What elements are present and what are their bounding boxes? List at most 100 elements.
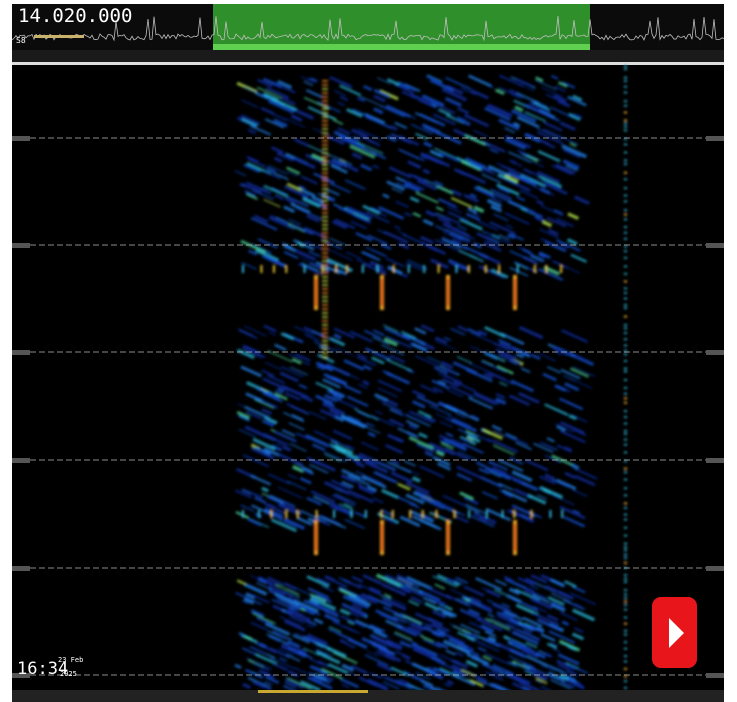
- carrier: [624, 393, 627, 395]
- carrier: [322, 160, 328, 162]
- carrier: [624, 487, 627, 489]
- carrier: [624, 634, 627, 636]
- carrier: [624, 292, 627, 294]
- carrier: [322, 356, 328, 358]
- carrier: [624, 200, 627, 202]
- carrier: [322, 228, 328, 230]
- carrier: [624, 353, 627, 355]
- carrier: [322, 188, 328, 190]
- tick-burst: [333, 510, 335, 518]
- carrier: [624, 209, 627, 211]
- carrier: [624, 562, 627, 564]
- carrier: [624, 80, 627, 82]
- carrier: [624, 623, 627, 625]
- carrier: [322, 168, 328, 170]
- burst-core: [447, 279, 449, 306]
- tick-burst: [560, 265, 562, 273]
- tick-burst: [485, 265, 487, 273]
- carrier: [624, 687, 627, 689]
- carrier: [322, 236, 328, 238]
- time-marker: [706, 458, 724, 463]
- carrier: [322, 328, 328, 330]
- carrier: [322, 284, 328, 286]
- carrier: [624, 574, 627, 576]
- frequency: 14.020.000: [18, 5, 132, 27]
- carrier: [624, 92, 627, 94]
- tick-burst: [502, 510, 504, 518]
- carrier: [322, 200, 328, 202]
- carrier: [322, 112, 328, 114]
- carrier: [322, 344, 328, 346]
- carrier: [322, 212, 328, 214]
- carrier: [624, 680, 627, 682]
- s-meter-bar: [34, 35, 84, 38]
- separator: [12, 62, 724, 65]
- carrier: [624, 119, 627, 121]
- burst-core: [315, 279, 317, 306]
- carrier: [322, 320, 328, 322]
- clock-year: 2025: [60, 670, 77, 678]
- carrier: [624, 281, 627, 283]
- carrier: [322, 184, 328, 186]
- tick-burst: [408, 265, 410, 273]
- carrier: [624, 451, 627, 453]
- carrier: [322, 88, 328, 90]
- carrier: [624, 589, 627, 591]
- carrier: [322, 124, 328, 126]
- carrier: [624, 265, 627, 267]
- carrier: [624, 143, 627, 145]
- carrier: [322, 280, 328, 282]
- carrier: [322, 332, 328, 334]
- carrier: [624, 151, 627, 153]
- carrier: [322, 316, 328, 318]
- tick-burst: [380, 510, 382, 518]
- carrier: [624, 514, 627, 516]
- carrier: [624, 468, 627, 470]
- carrier: [624, 557, 627, 559]
- tick-burst: [531, 510, 533, 518]
- tick-burst: [486, 510, 488, 518]
- tick-burst: [438, 265, 440, 273]
- carrier: [624, 549, 627, 551]
- carrier: [624, 304, 627, 306]
- carrier: [322, 272, 328, 274]
- carrier: [322, 176, 328, 178]
- time-marker: [706, 350, 724, 355]
- carrier: [322, 288, 328, 290]
- carrier: [624, 86, 627, 88]
- carrier: [322, 152, 328, 154]
- carrier: [322, 180, 328, 182]
- carrier: [624, 112, 627, 114]
- carrier: [624, 344, 627, 346]
- carrier: [322, 208, 328, 210]
- tick-burst: [376, 265, 378, 273]
- carrier: [624, 371, 627, 373]
- tick-burst: [260, 265, 262, 273]
- tick-burst: [468, 265, 470, 273]
- carrier: [322, 224, 328, 226]
- carrier: [624, 100, 627, 102]
- carrier: [624, 423, 627, 425]
- carrier: [322, 128, 328, 130]
- carrier: [624, 218, 627, 220]
- carrier: [322, 96, 328, 98]
- carrier: [322, 232, 328, 234]
- tick-burst: [453, 510, 455, 518]
- carrier: [624, 123, 627, 125]
- carrier: [624, 287, 627, 289]
- tick-burst: [435, 510, 437, 518]
- carrier: [624, 430, 627, 432]
- carrier: [624, 172, 627, 174]
- tick-burst: [351, 510, 353, 518]
- carrier: [322, 264, 328, 266]
- passband: [213, 4, 590, 50]
- tick-burst: [517, 265, 519, 273]
- carrier: [322, 308, 328, 310]
- carrier: [624, 316, 627, 318]
- carrier: [322, 192, 328, 194]
- carrier: [624, 105, 627, 107]
- carrier: [322, 132, 328, 134]
- freq-scale: [12, 50, 724, 62]
- tick-burst: [423, 265, 425, 273]
- carrier: [624, 617, 627, 619]
